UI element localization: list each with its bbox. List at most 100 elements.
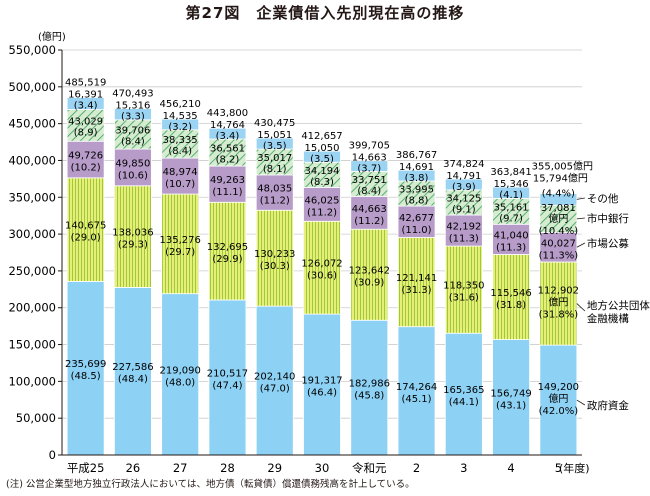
bar-total-label: 430,475 [254, 118, 295, 129]
bar-segment-kikou [303, 220, 341, 315]
x-tick-label: 令和元 [352, 461, 387, 475]
legend-entry-line: 金融機構 [587, 312, 629, 325]
data-label-pct: (3.4) [216, 131, 240, 142]
data-label-pct: (31.6) [449, 293, 479, 304]
data-label: 123,642 [349, 266, 390, 277]
data-label: 174,264 [396, 382, 437, 393]
bar-total-label: 412,657 [301, 131, 342, 142]
data-label: 16,391 [68, 89, 103, 100]
data-label-pct: (30.3) [260, 261, 290, 272]
data-label: 15,316 [115, 101, 150, 112]
data-label: 210,517 [207, 368, 248, 379]
data-label-pct: (10.6) [118, 170, 148, 181]
legend-leader-line [576, 242, 586, 248]
data-label-pct: (44.1) [449, 397, 479, 408]
data-label-pct: (10.4%) [539, 226, 579, 237]
bar-segment-kobo [66, 140, 105, 179]
data-label: 48,035 [257, 184, 292, 195]
data-label-pct: (9.7) [499, 213, 523, 224]
data-label-pct: (31.8) [496, 300, 526, 311]
data-label: 115,546 [490, 288, 531, 299]
bar-segment-kikou [255, 209, 294, 307]
data-label-unit: 億円 [548, 392, 568, 405]
data-label-pct: (45.8) [354, 391, 384, 402]
data-label: 140,675 [65, 221, 106, 232]
bar-segment-seifu [492, 339, 530, 456]
data-label-pct: (11.3) [496, 242, 526, 253]
bar-segment-seifu [444, 332, 483, 456]
x-tick-label: 5 [555, 461, 562, 475]
data-label-unit: 億円 [548, 212, 568, 225]
y-axis-label: (億円) [38, 30, 66, 43]
data-label-pct: (47.4) [212, 380, 242, 391]
data-label: 43,029 [68, 116, 103, 127]
bar-segment-seifu [114, 287, 152, 456]
data-label-pct: (9.1) [452, 204, 476, 215]
legend-entry-line: その他 [587, 192, 619, 205]
y-tick-label: 150,000 [8, 338, 56, 352]
legend-entry: 地方公共団体金融機構 [587, 299, 650, 325]
bar-segment-sonota [161, 118, 200, 131]
bar-segment-shichu [492, 197, 530, 225]
bar-segment-seifu [539, 344, 578, 456]
bar-segment-kobo [303, 186, 341, 222]
data-label: 40,027 [541, 238, 576, 249]
bar-segment-kobo [114, 148, 152, 187]
data-label-pct: (46.4) [307, 388, 337, 399]
legend-entry: 政府資金 [587, 399, 629, 412]
bar-segment-shichu [350, 171, 389, 197]
data-label: 49,726 [68, 151, 103, 162]
bar-total-label: 374,824 [443, 159, 484, 170]
bar-segment-shichu [303, 161, 341, 188]
bar-segment-sonota [492, 186, 530, 199]
data-label: 33,995 [399, 185, 434, 196]
data-label-pct: (4.1) [499, 190, 523, 201]
data-label-pct: (3.4) [74, 100, 98, 111]
data-label-pct: (47.0) [260, 384, 290, 395]
data-label: 227,586 [112, 362, 153, 373]
y-tick-label: 400,000 [8, 153, 56, 167]
data-label: 121,141 [396, 273, 437, 284]
data-label-pct: (48.5) [71, 371, 101, 382]
bar-segment-kikou [350, 228, 389, 321]
data-label: 135,276 [160, 235, 201, 246]
data-label: 42,677 [399, 213, 434, 224]
bar-segment-kikou [492, 254, 530, 340]
data-label: 118,350 [443, 281, 484, 292]
x-tick-label: 平成25 [67, 461, 105, 475]
data-label-pct: (29.3) [118, 240, 148, 251]
data-label: 36,561 [210, 144, 245, 155]
data-label-pct: (48.0) [165, 377, 195, 388]
legend-leader-line [576, 399, 586, 406]
legend-entry: 市中銀行 [587, 212, 629, 225]
bar-segment-sonota [255, 137, 294, 150]
legend-entry: その他 [587, 192, 619, 205]
data-label-pct: (8.1) [263, 164, 287, 175]
bar-segment-seifu [350, 319, 389, 456]
data-label: 14,663 [352, 153, 387, 164]
bar-segment-shichu [114, 119, 152, 150]
x-tick-label: 4 [507, 461, 514, 475]
footnote: (注) 公営企業型地方独立行政法人においては、地方債（転貸債）償還債務残高を計上… [6, 479, 415, 490]
data-label-pct: (8.4) [168, 146, 192, 157]
bar-total-label: 386,767 [396, 150, 437, 161]
bar-segment-shichu [444, 189, 483, 216]
legend-entry-line: 市中銀行 [587, 212, 629, 225]
bar-segment-sonota [350, 160, 389, 172]
x-tick-label: 2 [413, 461, 420, 475]
bar-segment-sonota [114, 108, 152, 121]
bar-segment-shichu [66, 109, 105, 142]
bar-segment-kikou [539, 261, 578, 346]
data-label: 34,125 [446, 193, 481, 204]
data-label-pct: (3.8) [405, 173, 429, 184]
data-label: 15,794億円 [533, 172, 588, 185]
bar-total-label: 443,800 [207, 108, 248, 119]
x-tick-label: 30 [315, 461, 330, 475]
data-label-pct: (29.7) [165, 247, 195, 258]
data-label: 35,017 [257, 153, 292, 164]
data-label: 202,140 [254, 372, 295, 383]
data-label: 15,051 [257, 130, 292, 141]
data-label: 38,335 [163, 135, 198, 146]
bar-segment-seifu [208, 299, 247, 456]
data-label: 15,346 [494, 179, 529, 190]
